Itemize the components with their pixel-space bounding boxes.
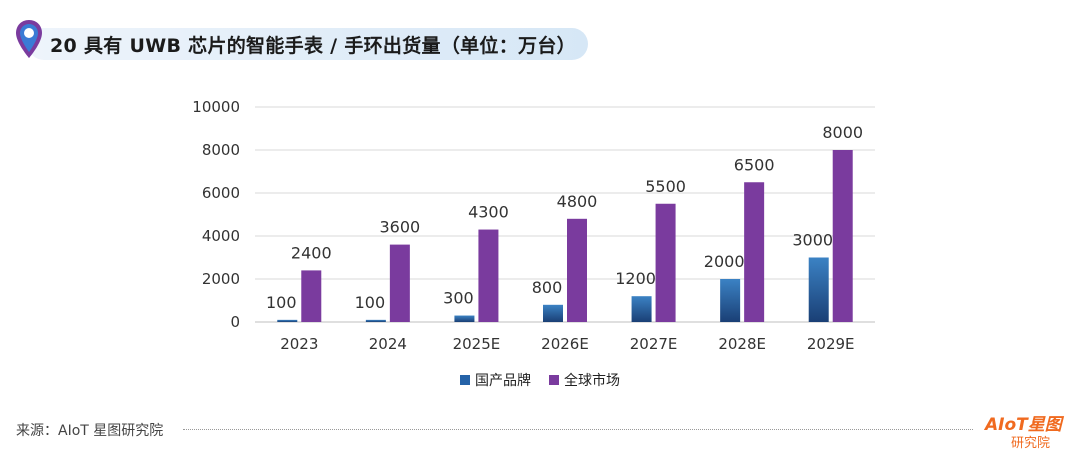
data-label-global: 4300 [468, 203, 509, 222]
bar-global [389, 244, 410, 322]
bar-domestic [365, 319, 386, 322]
bar-global [301, 270, 322, 322]
bar-global [832, 150, 853, 322]
bar-domestic [808, 257, 829, 322]
legend-item-domestic: 国产品牌 [460, 370, 531, 390]
logo-text: AIoT星图 [985, 415, 1062, 435]
data-label-domestic: 100 [355, 293, 386, 312]
chart-title: 20 具有 UWB 芯片的智能手表 / 手环出货量（单位：万台） [50, 35, 576, 57]
bar-global [478, 229, 499, 322]
header: 20 具有 UWB 芯片的智能手表 / 手环出货量（单位：万台） [0, 0, 600, 62]
y-tick-label: 0 [230, 313, 240, 331]
y-tick-label: 6000 [202, 184, 240, 202]
data-label-global: 2400 [291, 243, 332, 262]
data-label-global: 8000 [822, 123, 863, 142]
bar-domestic [454, 315, 475, 322]
bar-global [655, 203, 676, 322]
y-tick-label: 10000 [192, 98, 240, 116]
legend-label-domestic: 国产品牌 [475, 373, 531, 389]
data-label-domestic: 1200 [615, 269, 656, 288]
y-tick-label: 4000 [202, 227, 240, 245]
data-label-global: 4800 [557, 192, 598, 211]
y-tick-label: 8000 [202, 141, 240, 159]
legend: 国产品牌 全球市场 [460, 370, 620, 390]
title-banner [28, 28, 588, 60]
bar-global [744, 182, 765, 322]
data-label-global: 6500 [734, 155, 775, 174]
data-label-domestic: 300 [443, 289, 474, 308]
data-label-global: 5500 [645, 177, 686, 196]
bar-domestic [543, 304, 563, 322]
x-tick-label: 2025E [453, 335, 501, 353]
logo-subtext: 研究院 [1011, 436, 1051, 451]
data-label-domestic: 3000 [792, 231, 833, 250]
map-pin-icon [16, 20, 42, 58]
legend-item-global: 全球市场 [549, 370, 620, 390]
y-tick-label: 2000 [202, 270, 240, 288]
legend-swatch-domestic [460, 375, 470, 385]
bar-domestic [277, 319, 298, 322]
legend-label-global: 全球市场 [564, 373, 620, 389]
x-tick-label: 2028E [718, 335, 766, 353]
source-note: 来源：AIoT 星图研究院 [16, 423, 164, 439]
bar-domestic [631, 296, 652, 322]
x-tick-label: 2027E [630, 335, 678, 353]
x-tick-label: 2023 [280, 335, 318, 353]
data-label-domestic: 800 [532, 278, 563, 297]
data-label-global: 3600 [379, 218, 420, 237]
x-tick-label: 2029E [807, 335, 855, 353]
data-label-domestic: 2000 [704, 252, 745, 271]
legend-swatch-global [549, 375, 559, 385]
x-tick-label: 2026E [541, 335, 589, 353]
data-label-domestic: 100 [266, 293, 297, 312]
divider [183, 429, 973, 430]
x-tick-label: 2024 [369, 335, 407, 353]
bar-global [567, 218, 587, 322]
bar-domestic [720, 279, 741, 322]
brand-logo: AIoT星图 研究院 [985, 410, 1075, 452]
